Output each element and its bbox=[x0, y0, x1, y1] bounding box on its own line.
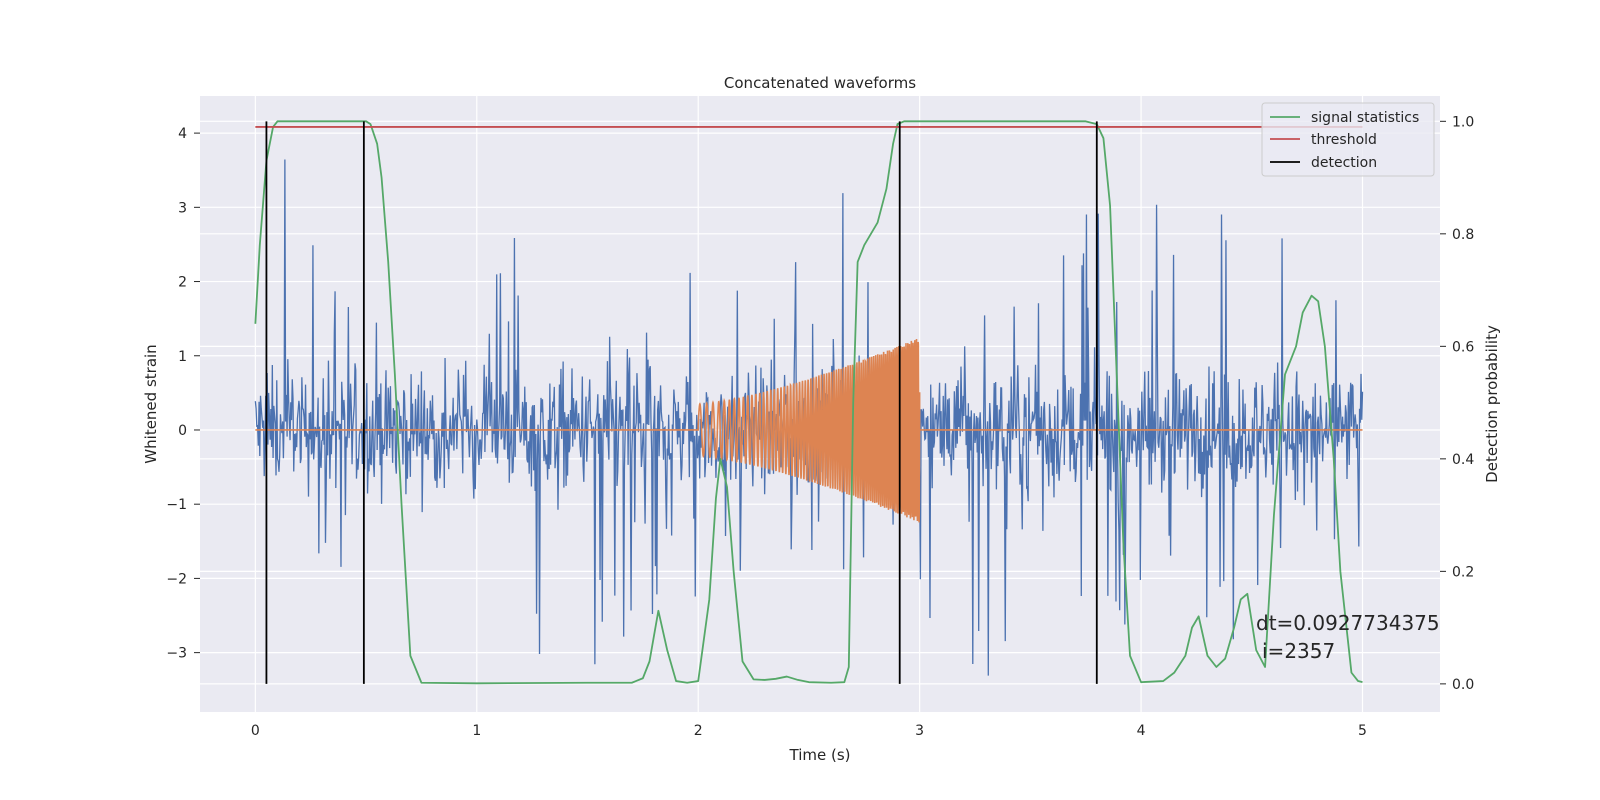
legend: signal statistics threshold detection bbox=[1261, 102, 1435, 177]
y2-tick-label: 1.0 bbox=[1452, 114, 1474, 130]
y-tick-label: 4 bbox=[178, 126, 187, 142]
legend-label-statistics: signal statistics bbox=[1311, 110, 1419, 126]
x-tick-label: 1 bbox=[472, 723, 481, 739]
statistics-line bbox=[254, 120, 1363, 685]
y2-tick-label: 0.0 bbox=[1452, 677, 1474, 693]
y2-axis-ticks: 0.0 0.2 0.4 0.6 0.8 1.0 bbox=[1440, 114, 1474, 693]
y-tick-label: 3 bbox=[178, 200, 187, 216]
y-tick-label: 2 bbox=[178, 275, 187, 291]
injection-line bbox=[255, 338, 1363, 523]
y-tick-label: −3 bbox=[166, 646, 187, 662]
x-tick-label: 2 bbox=[694, 723, 703, 739]
x-tick-label: 5 bbox=[1358, 723, 1367, 739]
legend-label-threshold: threshold bbox=[1311, 132, 1377, 148]
y2-tick-label: 0.4 bbox=[1452, 452, 1474, 468]
injection-series bbox=[255, 338, 1363, 523]
y-tick-label: −2 bbox=[166, 571, 187, 587]
legend-label-detection: detection bbox=[1311, 155, 1377, 171]
chart-title: Concatenated waveforms bbox=[724, 74, 916, 92]
y2-tick-label: 0.6 bbox=[1452, 339, 1474, 355]
y-tick-label: −1 bbox=[166, 497, 187, 513]
annotation-dt: dt=0.0927734375 bbox=[1256, 611, 1440, 635]
x-tick-label: 3 bbox=[915, 723, 924, 739]
y-tick-label: 0 bbox=[178, 423, 187, 439]
y2-tick-label: 0.8 bbox=[1452, 227, 1474, 243]
detection-series bbox=[265, 121, 1098, 684]
x-axis-label: Time (s) bbox=[789, 746, 851, 764]
legend-box bbox=[1261, 102, 1435, 177]
y2-tick-label: 0.2 bbox=[1452, 564, 1474, 580]
plot-area bbox=[254, 120, 1364, 685]
x-tick-label: 0 bbox=[251, 723, 260, 739]
strain-line bbox=[254, 159, 1364, 676]
annotation-index: i=2357 bbox=[1262, 639, 1335, 663]
x-axis-ticks: 0 1 2 3 4 5 bbox=[251, 723, 1367, 739]
x-tick-label: 4 bbox=[1137, 723, 1146, 739]
y2-axis-label: Detection probability bbox=[1483, 325, 1501, 483]
strain-series bbox=[254, 159, 1364, 676]
y-axis-ticks: −3 −2 −1 0 1 2 3 4 bbox=[166, 126, 200, 662]
statistics-series bbox=[254, 120, 1363, 685]
y-axis-label: Whitened strain bbox=[142, 344, 160, 463]
y-tick-label: 1 bbox=[178, 349, 187, 365]
